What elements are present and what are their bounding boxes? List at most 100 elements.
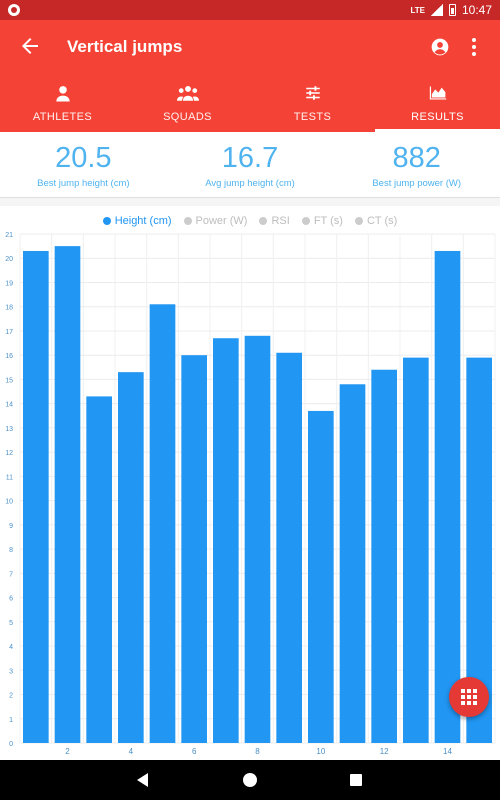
tab-label: SQUADS: [163, 111, 212, 123]
bar: [339, 384, 366, 743]
tab-results[interactable]: RESULTS: [375, 82, 500, 132]
stats-panel: 20.5 Best jump height (cm) 16.7 Avg jump…: [0, 132, 500, 198]
legend-power[interactable]: Power (W): [183, 215, 248, 227]
tab-athletes[interactable]: ATHLETES: [0, 82, 125, 132]
y-tick-label: 11: [6, 474, 13, 481]
bar: [213, 338, 239, 743]
bar: [86, 396, 112, 743]
sliders-icon: [305, 86, 320, 100]
legend-ft[interactable]: FT (s): [301, 215, 343, 227]
account-icon[interactable]: [430, 37, 450, 57]
grid-fab-button[interactable]: [449, 677, 489, 717]
bar: [371, 369, 397, 743]
legend-height[interactable]: Height (cm): [102, 215, 172, 227]
x-tick-label: 6: [192, 747, 197, 756]
tab-squads[interactable]: SQUADS: [125, 82, 250, 132]
y-tick-label: 8: [9, 547, 13, 554]
y-tick-label: 16: [5, 353, 13, 360]
y-tick-label: 19: [5, 280, 13, 287]
grid-icon: [461, 689, 477, 705]
bar: [118, 372, 144, 743]
y-tick-label: 0: [9, 741, 13, 748]
legend-label: Power (W): [195, 215, 248, 227]
back-arrow-icon[interactable]: [18, 34, 42, 58]
legend-dot: [102, 217, 111, 225]
y-tick-label: 5: [9, 620, 13, 627]
bar: [308, 410, 334, 743]
y-tick-label: 21: [5, 232, 13, 239]
notification-icon: [8, 4, 20, 16]
y-tick-label: 12: [5, 450, 13, 457]
stat-avg-height: 16.7 Avg jump height (cm): [167, 132, 334, 197]
page-title: Vertical jumps: [67, 37, 183, 56]
legend-dot: [354, 217, 363, 225]
stat-value: 882: [392, 142, 441, 174]
y-tick-label: 13: [5, 426, 13, 433]
nav-back-icon[interactable]: [137, 773, 148, 787]
y-tick-label: 15: [5, 377, 13, 384]
signal-icon: [430, 4, 443, 16]
y-tick-label: 3: [9, 668, 13, 675]
x-tick-label: 12: [380, 747, 389, 756]
y-tick-label: 4: [9, 644, 13, 651]
divider: [0, 198, 500, 206]
more-vert-icon[interactable]: [468, 36, 480, 58]
y-tick-label: 9: [9, 523, 13, 530]
bar: [23, 250, 49, 743]
chart-legend: Height (cm) Power (W) RSI FT (s) CT (s): [0, 215, 500, 227]
bar: [403, 357, 429, 743]
tab-label: TESTS: [293, 111, 332, 123]
tab-label: ATHLETES: [32, 111, 93, 123]
stat-label: Avg jump height (cm): [205, 178, 295, 189]
x-tick-label: 2: [65, 747, 70, 756]
bar: [276, 352, 302, 743]
stat-value: 20.5: [55, 142, 112, 174]
stat-label: Best jump height (cm): [37, 178, 130, 189]
tab-bar: ATHLETES SQUADS: [0, 82, 500, 132]
x-tick-label: 8: [255, 747, 260, 756]
legend-dot: [301, 217, 310, 225]
nav-home-icon[interactable]: [243, 773, 257, 787]
bar: [149, 304, 176, 743]
y-tick-label: 6: [9, 596, 13, 603]
area-chart-icon: [429, 86, 446, 100]
stat-best-height: 20.5 Best jump height (cm): [0, 132, 167, 197]
system-nav-bar: [0, 760, 500, 800]
stat-value: 16.7: [221, 142, 279, 174]
legend-label: RSI: [271, 215, 290, 227]
legend-dot: [183, 217, 192, 225]
app-bar: Vertical jumps ATHLETES: [0, 20, 500, 132]
y-tick-label: 20: [5, 256, 13, 263]
battery-icon: [448, 4, 456, 16]
legend-label: Height (cm): [114, 215, 172, 227]
legend-rsi[interactable]: RSI: [259, 215, 290, 227]
y-tick-label: 18: [5, 305, 13, 312]
clock: 10:47: [461, 3, 492, 17]
status-bar: LTE 10:47: [0, 0, 500, 20]
y-tick-label: 14: [5, 402, 13, 409]
y-tick-label: 1: [9, 717, 13, 724]
person-icon: [55, 86, 70, 102]
network-type: LTE: [410, 5, 425, 15]
legend-dot: [259, 217, 268, 225]
legend-label: CT (s): [366, 215, 398, 227]
legend-label: FT (s): [313, 215, 343, 227]
legend-ct[interactable]: CT (s): [354, 215, 398, 227]
chart-area: 0 1 2 3 4 5 6 7 8 9 10 11 12 13 14 15 16 17 18 19 20 21 2 4 6 8 10…: [0, 206, 500, 760]
stat-best-power: 882 Best jump power (W): [333, 132, 500, 197]
bar: [244, 335, 271, 743]
status-right: LTE 10:47: [410, 3, 492, 17]
tab-tests[interactable]: TESTS: [250, 82, 375, 132]
tab-label: RESULTS: [411, 111, 464, 123]
bar: [181, 355, 207, 743]
y-tick-label: 2: [9, 693, 13, 700]
y-tick-label: 17: [5, 329, 13, 336]
stat-label: Best jump power (W): [372, 178, 462, 189]
bar: [434, 250, 461, 743]
x-tick-label: 14: [443, 747, 452, 756]
x-tick-label: 10: [316, 747, 325, 756]
nav-recents-icon[interactable]: [350, 774, 362, 786]
y-tick-label: 7: [9, 571, 13, 578]
